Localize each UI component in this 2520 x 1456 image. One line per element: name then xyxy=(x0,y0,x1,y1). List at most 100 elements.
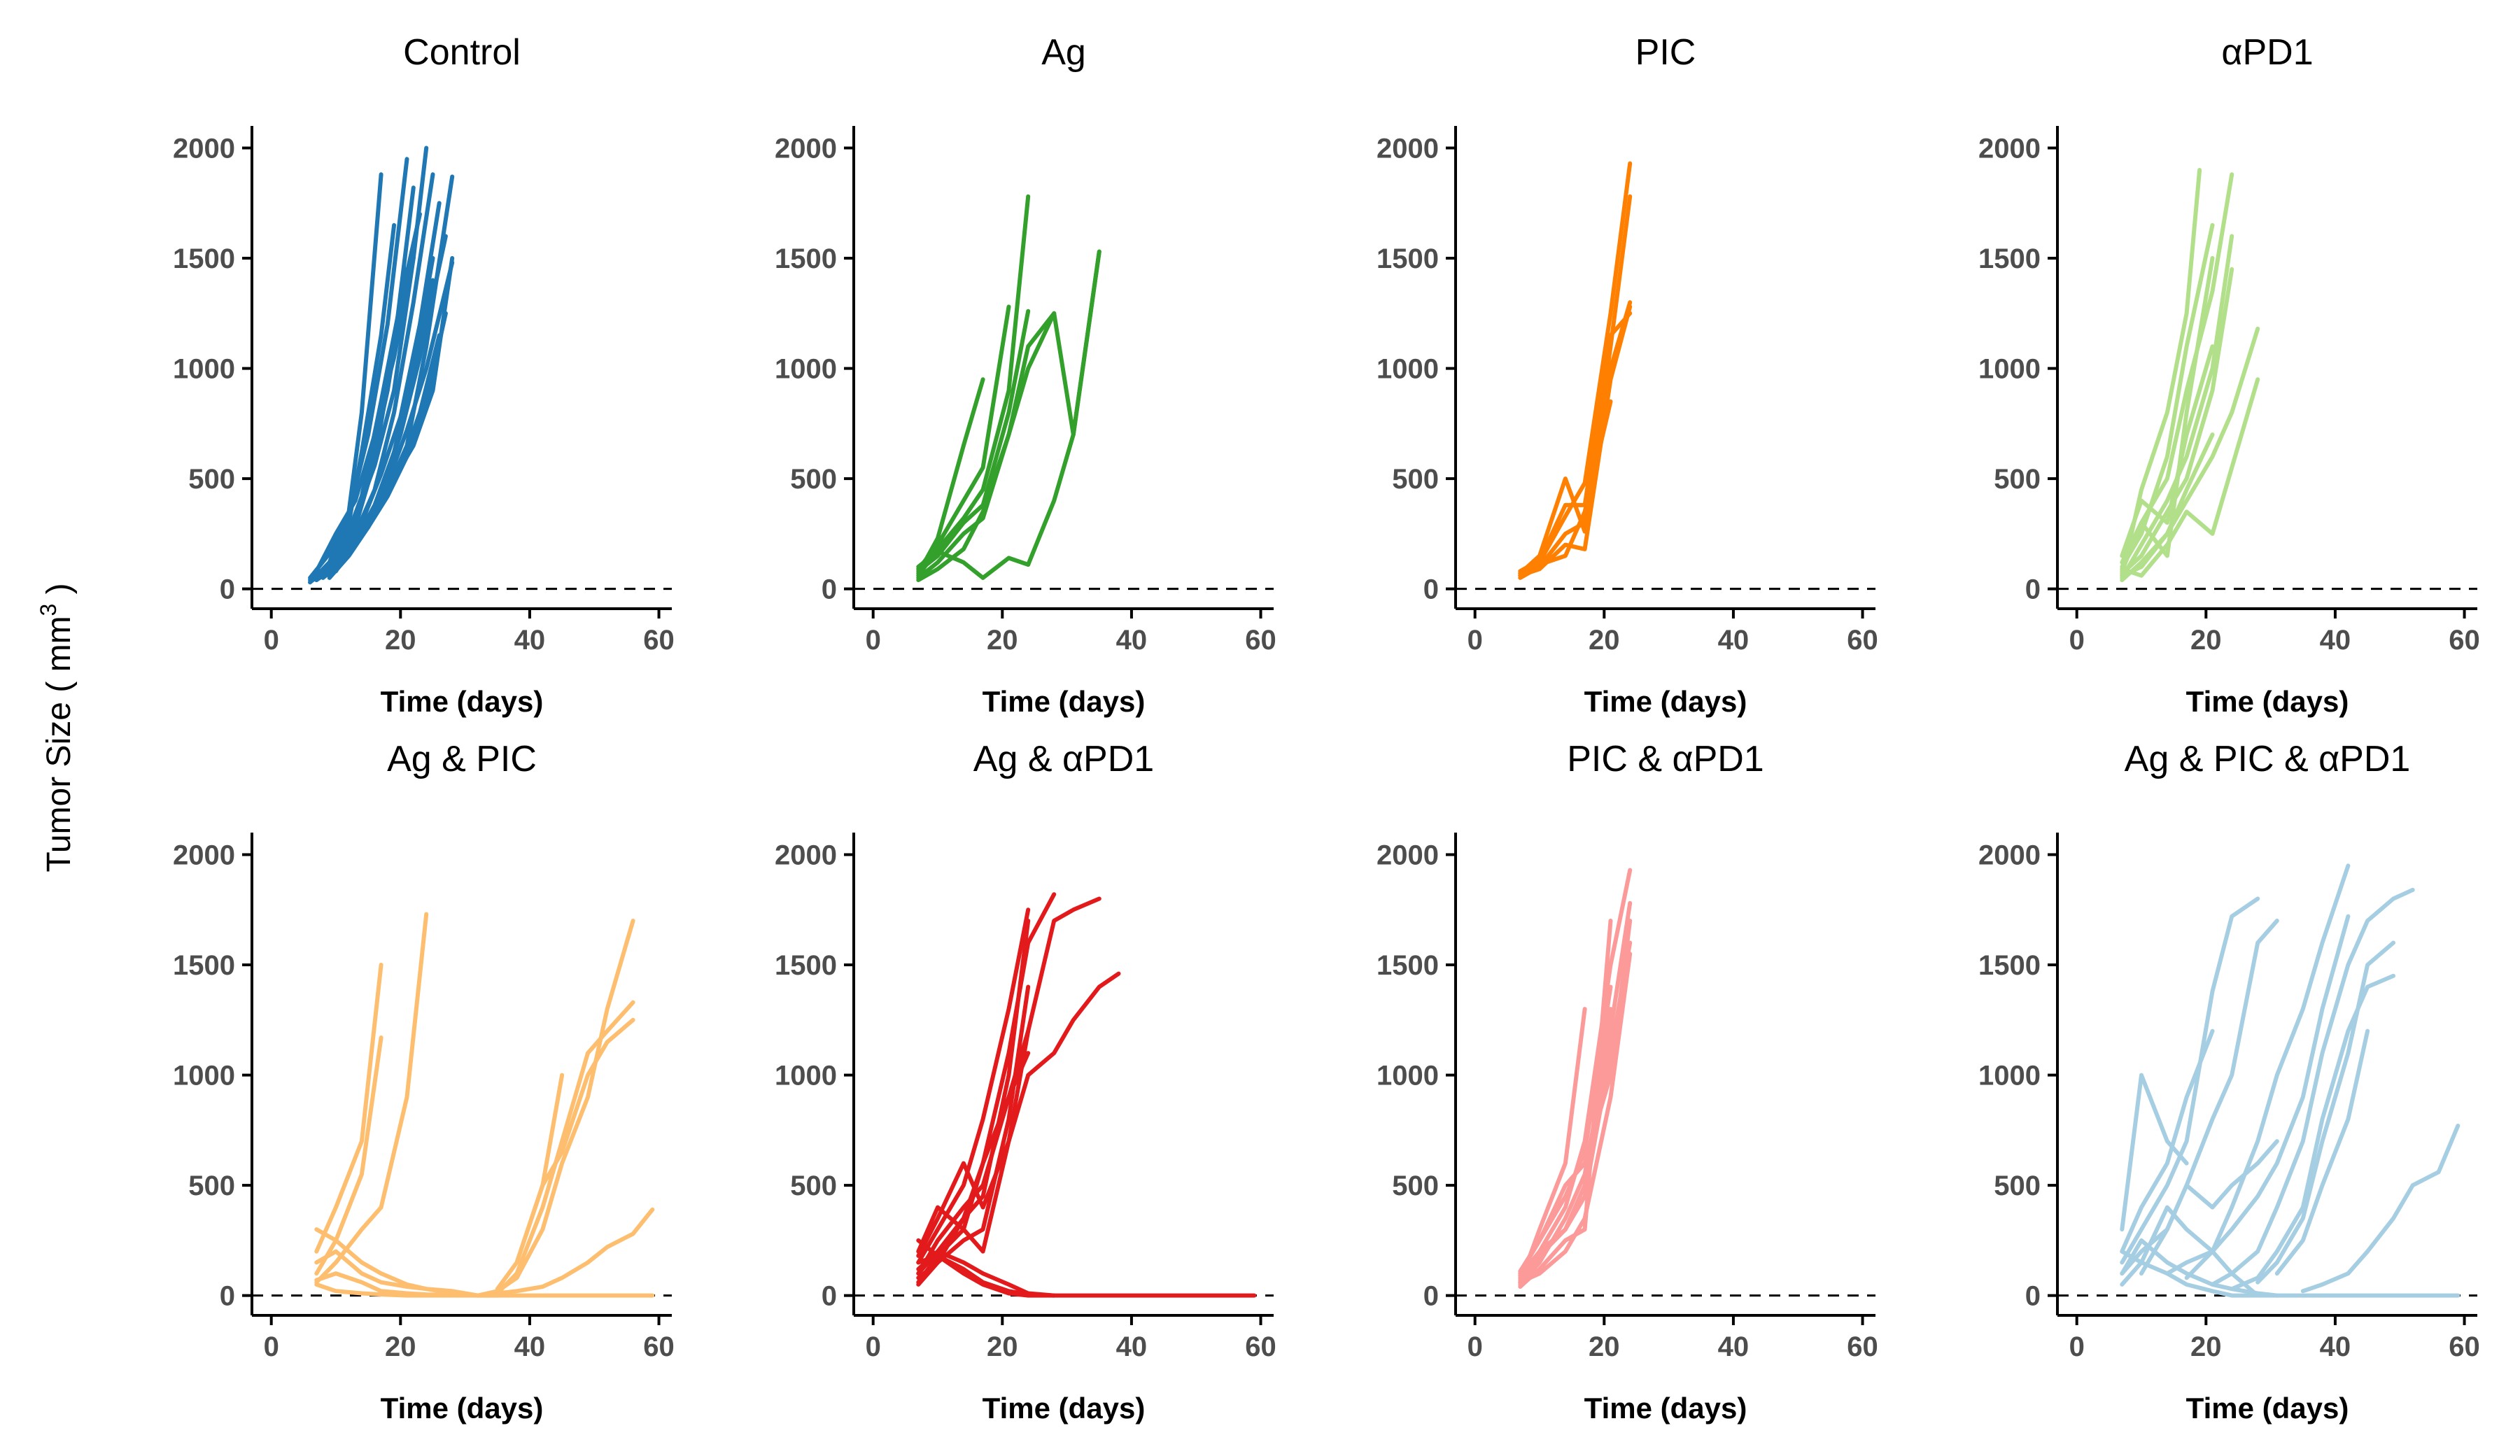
y-tick-label: 2000 xyxy=(1978,134,2041,164)
series-line-8 xyxy=(1518,952,1633,1285)
panel-7: PIC & αPD1 0 500 1000 1500 2000 0 20 40 60 Time (d… xyxy=(1377,739,1878,1425)
panel-5: Ag & PIC 0 500 1000 1500 2000 0 20 40 60 Time (day… xyxy=(173,739,675,1425)
series-line-9 xyxy=(495,1207,655,1296)
x-tick-label: 20 xyxy=(2190,1331,2222,1362)
y-tick-label: 500 xyxy=(188,464,235,495)
x-tick-label: 0 xyxy=(1467,1331,1483,1362)
y-tick-label: 0 xyxy=(220,1281,235,1312)
series-line-1 xyxy=(2120,1073,2189,1232)
x-tick-label: 40 xyxy=(1116,625,1148,656)
y-tick-label: 0 xyxy=(1423,574,1439,605)
y-axis-label: Tumor Size ( mm3 ) xyxy=(36,583,78,872)
series-line-5 xyxy=(1518,940,1633,1282)
y-tick-label: 500 xyxy=(790,1171,837,1201)
series-line-4 xyxy=(916,971,1121,1258)
y-tick-label: 2000 xyxy=(1377,134,1439,164)
x-tick-label: 60 xyxy=(1847,1331,1878,1362)
series-line-9 xyxy=(2120,344,2215,558)
y-tick-label: 1000 xyxy=(1377,354,1439,385)
x-tick-label: 0 xyxy=(264,625,279,656)
y-tick-label: 0 xyxy=(220,574,235,605)
y-tick-label: 1000 xyxy=(1978,354,2041,385)
series-line-5 xyxy=(2164,863,2351,1276)
series-line-3 xyxy=(916,309,1031,574)
x-tick-label: 0 xyxy=(2069,1331,2085,1362)
x-tick-label: 0 xyxy=(866,1331,881,1362)
y-tick-label: 2000 xyxy=(775,840,837,871)
series-line-1 xyxy=(916,377,985,576)
series-line-2 xyxy=(2120,896,2260,1265)
series-line-4 xyxy=(1518,311,1633,574)
y-tick-label: 2000 xyxy=(173,840,235,871)
series-line-10 xyxy=(314,1282,655,1298)
y-tick-label: 1500 xyxy=(173,243,235,274)
series-line-4 xyxy=(916,311,1057,580)
x-tick-label: 40 xyxy=(1718,1331,1750,1362)
panel-title: Control xyxy=(403,32,521,73)
series-line-4 xyxy=(2120,919,2279,1276)
series-line-14 xyxy=(2184,914,2351,1280)
series-line-10 xyxy=(2120,432,2215,582)
y-tick-label: 0 xyxy=(2025,1281,2041,1312)
x-tick-label: 60 xyxy=(1847,625,1878,656)
x-tick-label: 20 xyxy=(987,1331,1018,1362)
x-axis-label: Time (days) xyxy=(1584,1392,1747,1425)
x-tick-label: 20 xyxy=(385,1331,416,1362)
x-axis-label: Time (days) xyxy=(983,1392,1146,1425)
y-tick-label: 500 xyxy=(1392,464,1439,495)
y-tick-label: 1000 xyxy=(173,354,235,385)
series-line-2 xyxy=(1518,194,1633,576)
panel-4: αPD1 0 500 1000 1500 2000 0 20 40 60 Time (days) xyxy=(1978,32,2480,718)
series-line-5 xyxy=(916,304,1011,572)
series-line-6 xyxy=(916,249,1101,582)
series-line-8 xyxy=(2274,1029,2370,1276)
x-tick-label: 40 xyxy=(1116,1331,1148,1362)
panel-title: Ag xyxy=(1041,32,1086,73)
x-tick-label: 0 xyxy=(1467,625,1483,656)
x-tick-label: 20 xyxy=(987,625,1018,656)
y-tick-label: 2000 xyxy=(775,134,837,164)
panel-title: PIC xyxy=(1635,32,1696,73)
series-line-5 xyxy=(1518,304,1633,578)
series-line-8 xyxy=(1026,249,1101,567)
y-tick-label: 1000 xyxy=(173,1061,235,1091)
series-line-7 xyxy=(1518,1007,1613,1278)
series-line-8 xyxy=(514,1073,565,1265)
x-tick-label: 40 xyxy=(2320,625,2351,656)
series-line-1 xyxy=(314,963,383,1254)
x-tick-label: 0 xyxy=(2069,625,2085,656)
x-tick-label: 40 xyxy=(514,625,546,656)
series-line-10 xyxy=(327,260,455,576)
y-axis-label-superscript: 3 xyxy=(36,604,61,616)
panel-2: Ag 0 500 1000 1500 2000 0 20 40 60 Time (days) xyxy=(775,32,1276,718)
x-tick-label: 20 xyxy=(1589,625,1620,656)
panel-8: Ag & PIC & αPD1 0 500 1000 1500 2000 0 20 40 60 Ti… xyxy=(1978,739,2480,1425)
series-line-13 xyxy=(2120,1249,2461,1298)
y-tick-label: 1500 xyxy=(1377,243,1439,274)
series-line-15 xyxy=(2139,1139,2279,1276)
y-tick-label: 1000 xyxy=(775,354,837,385)
x-tick-label: 40 xyxy=(514,1331,546,1362)
series-line-1 xyxy=(916,907,1031,1265)
x-tick-label: 0 xyxy=(866,625,881,656)
series-line-18 xyxy=(334,256,435,572)
y-tick-label: 2000 xyxy=(1377,840,1439,871)
panel-title: Ag & PIC & αPD1 xyxy=(2125,739,2411,779)
panel-1: Control 0 500 1000 1500 2000 0 20 40 60 Time (days… xyxy=(173,32,675,718)
y-tick-label: 500 xyxy=(188,1171,235,1201)
x-axis-label: Time (days) xyxy=(2186,1392,2349,1425)
x-tick-label: 0 xyxy=(264,1331,279,1362)
x-tick-label: 20 xyxy=(1589,1331,1620,1362)
series-line-7 xyxy=(916,1029,1031,1285)
panel-title: Ag & PIC xyxy=(387,739,537,779)
series-line-9 xyxy=(1518,984,1613,1273)
y-tick-label: 500 xyxy=(790,464,837,495)
x-tick-label: 20 xyxy=(2190,625,2222,656)
x-axis-label: Time (days) xyxy=(381,1392,544,1425)
x-axis-label: Time (days) xyxy=(2186,685,2349,718)
series-line-3 xyxy=(314,912,429,1285)
x-axis-label: Time (days) xyxy=(983,685,1146,718)
y-tick-label: 2000 xyxy=(1978,840,2041,871)
